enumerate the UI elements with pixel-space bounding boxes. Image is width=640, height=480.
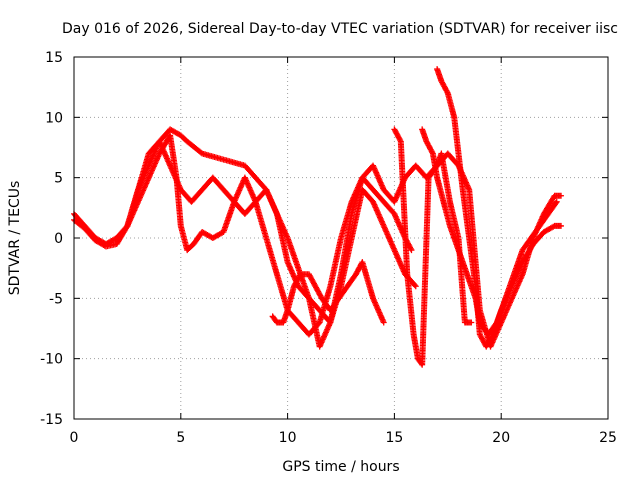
x-tick-label: 25 (599, 430, 617, 446)
ticks: 0 5 10 15 20 25 15 10 5 0 -5 -10 -15 (40, 50, 617, 446)
x-tick-label: 20 (492, 430, 510, 446)
y-tick-label: -5 (49, 291, 63, 307)
data-point (468, 319, 475, 326)
data-point (408, 247, 415, 254)
series-e (391, 126, 475, 368)
series-g (419, 126, 560, 338)
y-tick-label: 15 (45, 50, 63, 66)
data-point (558, 222, 565, 229)
data-point (558, 192, 565, 199)
x-tick-label: 15 (385, 430, 403, 446)
y-tick-label: -15 (40, 412, 63, 428)
data-point (429, 149, 436, 156)
x-axis-label: GPS time / hours (282, 459, 399, 475)
y-tick-label: 10 (45, 110, 63, 126)
data-point (552, 200, 559, 207)
y-tick-label: 5 (54, 171, 63, 187)
x-tick-label: 10 (279, 430, 297, 446)
series-f (269, 259, 387, 326)
data-points (71, 66, 565, 368)
data-point (411, 282, 418, 289)
chart-title: Day 016 of 2026, Sidereal Day-to-day VTE… (62, 21, 618, 37)
y-tick-label: 0 (54, 231, 63, 247)
data-point (397, 137, 404, 144)
data-point (380, 319, 387, 326)
y-tick-label: -10 (40, 352, 63, 368)
x-tick-label: 5 (176, 430, 185, 446)
data-point (553, 198, 560, 205)
data-point (444, 88, 451, 95)
y-axis-label: SDTVAR / TECUs (7, 181, 23, 296)
data-point (412, 283, 419, 290)
x-tick-label: 0 (70, 430, 79, 446)
